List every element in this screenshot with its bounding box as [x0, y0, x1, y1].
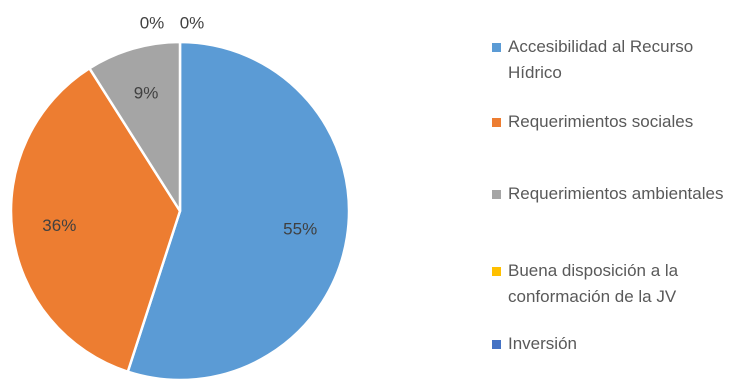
legend-label: Accesibilidad al Recurso Hídrico: [508, 37, 694, 82]
pie-data-label: 36%: [42, 216, 76, 235]
legend-item: Accesibilidad al Recurso Hídrico: [492, 34, 744, 86]
pie-data-label: 9%: [134, 84, 159, 103]
legend-swatch: [492, 190, 501, 199]
pie-data-label: 0%: [140, 13, 165, 32]
legend-label: Buena disposición a la conformación de l…: [508, 261, 679, 306]
legend-swatch: [492, 118, 501, 127]
pie-slices: [9, 40, 351, 379]
legend-item: Inversión: [492, 331, 744, 357]
legend-item: Requerimientos sociales: [492, 109, 744, 135]
pie-data-label: 0%: [180, 13, 205, 32]
pie-data-label: 55%: [283, 219, 317, 238]
legend-swatch: [492, 267, 501, 276]
legend-swatch: [492, 43, 501, 52]
pie-data-labels: 55% 36% 9% 0% 0%: [42, 13, 317, 238]
legend-item: Buena disposición a la conformación de l…: [492, 258, 744, 310]
legend-label: Inversión: [508, 334, 577, 353]
legend-label: Requerimientos sociales: [508, 112, 694, 131]
legend-label: Requerimientos ambientales: [508, 184, 724, 203]
pie-slice: [126, 40, 351, 379]
pie-slice: [9, 67, 182, 373]
legend-item: Requerimientos ambientales: [492, 181, 744, 207]
legend-swatch: [492, 340, 501, 349]
pie-slice: [88, 40, 182, 213]
